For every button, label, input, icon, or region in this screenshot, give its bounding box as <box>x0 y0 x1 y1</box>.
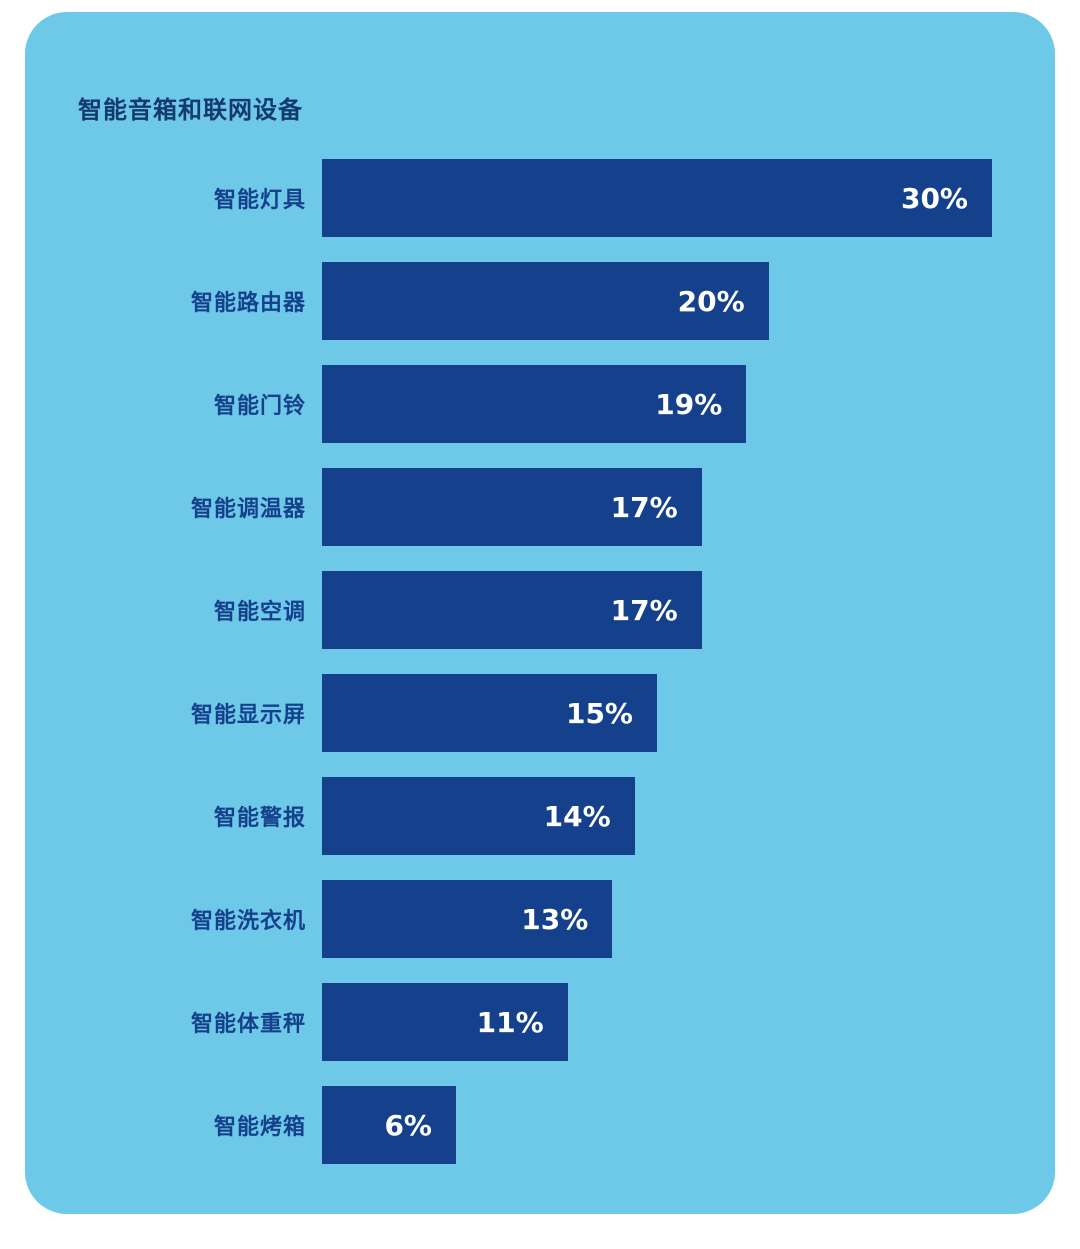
bar-row: 智能体重秤 11% <box>25 983 1055 1061</box>
bar-row: 智能路由器 20% <box>25 262 1055 340</box>
bar-track: 13% <box>322 880 992 958</box>
bar-value: 20% <box>677 284 745 318</box>
bar-fill: 17% <box>322 571 702 649</box>
bar-label: 智能体重秤 <box>190 1012 306 1037</box>
bar-row: 智能调温器 17% <box>25 468 1055 546</box>
bar-value: 17% <box>610 593 678 627</box>
bar-label: 智能门铃 <box>213 394 306 419</box>
bar-row: 智能洗衣机 13% <box>25 880 1055 958</box>
bar-label: 智能路由器 <box>190 291 306 316</box>
chart-card: 智能音箱和联网设备 智能灯具 30% 智能路由器 20% 智能门铃 19% 智能调温器 17%… <box>25 12 1055 1214</box>
bar-value: 15% <box>565 696 633 730</box>
bar-fill: 30% <box>322 159 992 237</box>
bar-label: 智能显示屏 <box>190 703 306 728</box>
bar-label: 智能空调 <box>213 600 306 625</box>
bar-row: 智能烤箱 6% <box>25 1086 1055 1164</box>
bar-row: 智能灯具 30% <box>25 159 1055 237</box>
bar-fill: 14% <box>322 777 635 855</box>
bar-track: 19% <box>322 365 992 443</box>
chart-title: 智能音箱和联网设备 <box>78 96 303 124</box>
bar-value: 19% <box>655 387 723 421</box>
bar-fill: 11% <box>322 983 568 1061</box>
bar-track: 14% <box>322 777 992 855</box>
bar-value: 14% <box>543 799 611 833</box>
bar-label: 智能洗衣机 <box>190 909 306 934</box>
bar-value: 11% <box>476 1005 544 1039</box>
bar-label: 智能烤箱 <box>213 1115 306 1140</box>
bar-track: 6% <box>322 1086 992 1164</box>
bar-track: 20% <box>322 262 992 340</box>
bar-row: 智能空调 17% <box>25 571 1055 649</box>
bar-label: 智能调温器 <box>190 497 306 522</box>
bar-value: 13% <box>521 902 589 936</box>
bar-track: 30% <box>322 159 992 237</box>
bar-track: 15% <box>322 674 992 752</box>
bar-fill: 15% <box>322 674 657 752</box>
bar-label: 智能警报 <box>213 806 306 831</box>
bar-fill: 19% <box>322 365 747 443</box>
bar-label: 智能灯具 <box>213 188 306 213</box>
bar-fill: 6% <box>322 1086 456 1164</box>
bar-fill: 13% <box>322 880 613 958</box>
bar-row: 智能警报 14% <box>25 777 1055 855</box>
bar-chart: 智能灯具 30% 智能路由器 20% 智能门铃 19% 智能调温器 17% 智能空调 17% 智能显… <box>25 159 1055 1164</box>
bar-fill: 20% <box>322 262 769 340</box>
bar-row: 智能门铃 19% <box>25 365 1055 443</box>
bar-track: 17% <box>322 468 992 546</box>
bar-track: 11% <box>322 983 992 1061</box>
bar-value: 30% <box>900 181 968 215</box>
bar-track: 17% <box>322 571 992 649</box>
bar-value: 17% <box>610 490 678 524</box>
bar-value: 6% <box>384 1108 432 1142</box>
bar-fill: 17% <box>322 468 702 546</box>
bar-row: 智能显示屏 15% <box>25 674 1055 752</box>
